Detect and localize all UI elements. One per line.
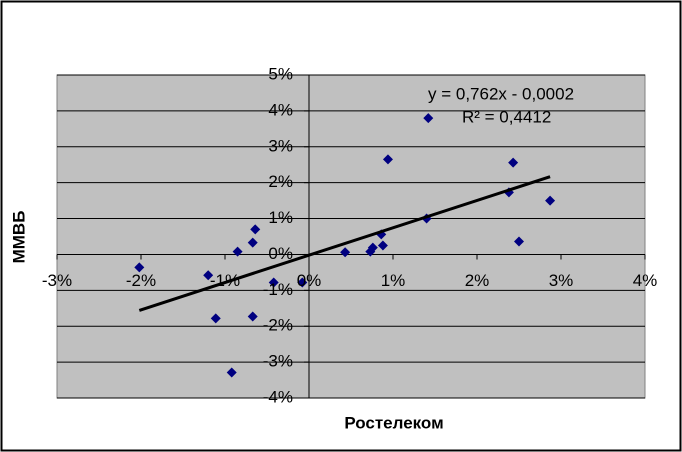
point bbox=[514, 236, 524, 247]
point bbox=[247, 311, 258, 322]
x-tick-label: -3% bbox=[42, 271, 72, 290]
y-tick-label: 4% bbox=[268, 100, 293, 119]
marks bbox=[134, 113, 556, 378]
y-tick-label: 1% bbox=[268, 208, 293, 227]
x-tick-label: 4% bbox=[633, 271, 658, 290]
point bbox=[250, 224, 261, 235]
point bbox=[203, 270, 214, 281]
point bbox=[340, 247, 351, 258]
y-tick-label: -4% bbox=[263, 387, 293, 406]
y-tick-label: 0% bbox=[268, 244, 293, 263]
trend-r2: R² = 0,4412 bbox=[462, 107, 551, 126]
point bbox=[377, 240, 388, 251]
y-axis-title: ММВБ bbox=[9, 211, 28, 264]
point bbox=[232, 246, 243, 257]
x-tick-label: 2% bbox=[465, 271, 490, 290]
point bbox=[367, 242, 378, 253]
x-tick-label: -2% bbox=[126, 271, 156, 290]
point bbox=[268, 277, 279, 288]
x-axis-title: Ростелеком bbox=[344, 413, 443, 432]
y-tick-label: 5% bbox=[268, 64, 293, 83]
y-tick-label: -1% bbox=[263, 280, 293, 299]
y-tick-label: -2% bbox=[263, 316, 293, 335]
point bbox=[545, 195, 556, 206]
y-tick-label: 2% bbox=[268, 172, 293, 191]
point bbox=[226, 367, 237, 378]
y-tick-label: -3% bbox=[263, 352, 293, 371]
grid bbox=[56, 74, 646, 399]
y-tick-label: 3% bbox=[268, 136, 293, 155]
x-tick-label: 3% bbox=[549, 271, 574, 290]
trendline bbox=[138, 175, 551, 312]
x-tick-label: -1% bbox=[210, 271, 240, 290]
point bbox=[423, 113, 434, 124]
point bbox=[210, 313, 221, 324]
point bbox=[247, 237, 258, 248]
point bbox=[508, 157, 519, 168]
x-tick-label: 1% bbox=[381, 271, 406, 290]
trend-equation: y = 0,762x - 0,0002 bbox=[428, 84, 574, 103]
plot-area bbox=[56, 74, 646, 399]
point bbox=[382, 154, 393, 165]
x-tick-label: 0% bbox=[297, 271, 322, 290]
point bbox=[297, 277, 308, 288]
point bbox=[134, 262, 145, 273]
